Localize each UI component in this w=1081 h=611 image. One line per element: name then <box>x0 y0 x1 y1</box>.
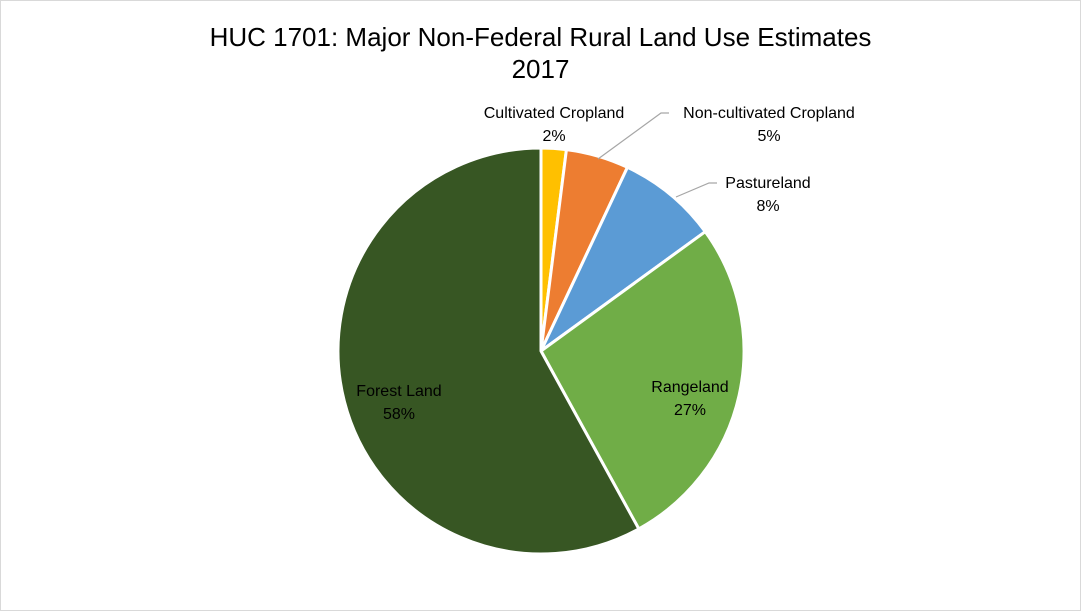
chart-subtitle: 2017 <box>511 54 570 84</box>
data-label-name-pastureland: Pastureland <box>725 175 810 192</box>
data-label-value-pastureland: 8% <box>756 198 779 215</box>
leader-line-pastureland <box>675 182 717 198</box>
data-label-value-forest-land: 58% <box>383 406 415 423</box>
chart-title: HUC 1701: Major Non-Federal Rural Land U… <box>1 21 1080 85</box>
data-label-name-forest-land: Forest Land <box>356 383 441 400</box>
pie-slice-forest-land <box>336 146 641 556</box>
data-label-value-non-cultivated-cropland: 5% <box>757 128 780 145</box>
data-label-value-cultivated-cropland: 2% <box>542 128 565 145</box>
leader-line-non-cultivated-cropland <box>597 112 669 160</box>
data-label-value-rangeland: 27% <box>674 402 706 419</box>
pie-slice-rangeland <box>539 230 746 531</box>
data-label-name-non-cultivated-cropland: Non-cultivated Cropland <box>683 105 855 122</box>
pie-slice-pastureland <box>539 165 707 353</box>
data-label-name-cultivated-cropland: Cultivated Cropland <box>484 105 625 122</box>
data-label-name-rangeland: Rangeland <box>651 379 728 396</box>
chart-title-line: HUC 1701: Major Non-Federal Rural Land U… <box>209 22 872 52</box>
